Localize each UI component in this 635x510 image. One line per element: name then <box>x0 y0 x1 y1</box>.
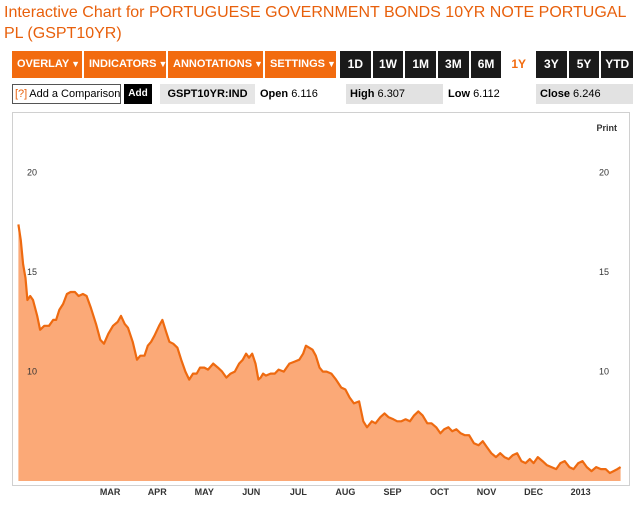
low-value: 6.112 <box>473 88 500 100</box>
overlay-menu-label: OVERLAY <box>17 58 70 70</box>
settings-menu-label: SETTINGS <box>270 58 326 70</box>
high-label: High <box>350 88 375 100</box>
close-label: Close <box>540 88 570 100</box>
range-1d-button[interactable]: 1D <box>340 51 371 78</box>
open-value: 6.116 <box>291 88 318 100</box>
caret-down-icon: ▼ <box>254 59 263 69</box>
caret-down-icon: ▼ <box>71 59 81 69</box>
caret-down-icon: ▼ <box>158 59 168 69</box>
comparison-input[interactable]: [?] Add a Comparison <box>12 84 121 104</box>
x-tick-label: JUN <box>242 487 260 497</box>
x-tick-label: MAR <box>100 487 121 497</box>
y-tick-label-right: 15 <box>599 267 609 277</box>
close-value: 6.246 <box>573 88 601 100</box>
chart-area: Print 10 10 15 15 20 20 MAR APR MAY JUN JUL AUG SEP O… <box>12 112 630 497</box>
ticker-symbol: GSPT10YR:IND <box>160 84 255 104</box>
overlay-menu[interactable]: OVERLAY ▼ <box>12 51 82 78</box>
range-1m-button[interactable]: 1M <box>405 51 437 78</box>
close-stat: Close 6.246 <box>536 84 633 104</box>
range-6m-button[interactable]: 6M <box>470 51 502 78</box>
help-icon[interactable]: [?] <box>15 88 28 100</box>
indicators-menu-label: INDICATORS <box>89 58 157 70</box>
chart-toolbar: OVERLAY ▼ INDICATORS ▼ ANNOTATIONS ▼ SETTIN… <box>12 51 634 78</box>
open-stat: Open 6.116 <box>258 84 338 104</box>
low-stat: Low 6.112 <box>444 84 530 104</box>
y-tick-label-left: 20 <box>27 168 37 178</box>
x-tick-label: APR <box>148 487 168 497</box>
settings-menu[interactable]: SETTINGS ▼ <box>265 51 336 78</box>
annotations-menu[interactable]: ANNOTATIONS ▼ <box>168 51 263 78</box>
caret-down-icon: ▼ <box>327 59 336 69</box>
comparison-placeholder: Add a Comparison <box>29 88 121 100</box>
open-label: Open <box>260 88 289 100</box>
low-label: Low <box>448 88 470 100</box>
high-stat: High 6.307 <box>346 84 443 104</box>
quote-bar: [?] Add a Comparison Add GSPT10YR:IND Ope… <box>12 83 633 104</box>
high-value: 6.307 <box>377 88 406 100</box>
y-tick-label-right: 10 <box>599 367 609 377</box>
range-1y-button[interactable]: 1Y <box>503 51 535 78</box>
range-3m-button[interactable]: 3M <box>438 51 469 78</box>
y-tick-label-left: 15 <box>27 267 37 277</box>
add-comparison-button[interactable]: Add <box>124 84 152 104</box>
area-fill <box>18 224 621 481</box>
range-1w-button[interactable]: 1W <box>372 51 404 78</box>
x-tick-label: AUG <box>335 487 355 497</box>
x-tick-label: OCT <box>430 487 450 497</box>
annotations-menu-label: ANNOTATIONS <box>173 58 253 70</box>
x-tick-label: JUL <box>290 487 308 497</box>
x-tick-label: NOV <box>477 487 497 497</box>
range-3y-button[interactable]: 3Y <box>536 51 567 78</box>
chart-svg: 10 10 15 15 20 20 MAR APR MAY JUN JUL AUG SEP OCT NOV D… <box>17 168 622 497</box>
x-tick-label: MAY <box>195 487 214 497</box>
range-5y-button[interactable]: 5Y <box>568 51 600 78</box>
x-tick-label: 2013 <box>571 487 591 497</box>
indicators-menu[interactable]: INDICATORS ▼ <box>84 51 168 78</box>
print-link[interactable]: Print <box>596 123 617 133</box>
x-tick-label: SEP <box>383 487 401 497</box>
x-tick-label: DEC <box>524 487 544 497</box>
y-tick-label-left: 10 <box>27 367 37 377</box>
page-title: Interactive Chart for PORTUGUESE GOVERNM… <box>4 4 626 42</box>
y-tick-label-right: 20 <box>599 168 609 178</box>
series-line <box>17 224 622 475</box>
range-ytd-button[interactable]: YTD <box>601 51 634 78</box>
